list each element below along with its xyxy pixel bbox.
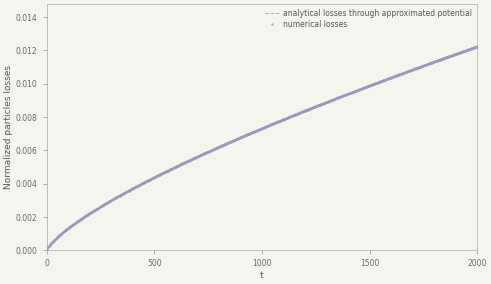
numerical losses [474, 45, 480, 48]
numerical losses [44, 248, 50, 252]
numerical losses [218, 144, 224, 148]
analytical losses through approximated potential [387, 76, 393, 80]
numerical losses [387, 76, 393, 80]
analytical losses through approximated potential [88, 211, 94, 214]
numerical losses [340, 94, 346, 97]
Line: numerical losses: numerical losses [46, 45, 478, 251]
analytical losses through approximated potential [474, 45, 480, 48]
analytical losses through approximated potential [218, 145, 224, 148]
analytical losses through approximated potential [44, 248, 50, 252]
Line: analytical losses through approximated potential: analytical losses through approximated p… [47, 46, 477, 250]
analytical losses through approximated potential [233, 138, 239, 141]
numerical losses [380, 79, 385, 82]
analytical losses through approximated potential [380, 79, 385, 82]
Y-axis label: Normalized particles losses: Normalized particles losses [4, 65, 13, 189]
numerical losses [88, 211, 94, 214]
analytical losses through approximated potential [340, 94, 346, 98]
numerical losses [233, 137, 239, 141]
X-axis label: t: t [260, 271, 264, 280]
Legend: analytical losses through approximated potential, numerical losses: analytical losses through approximated p… [263, 8, 474, 30]
